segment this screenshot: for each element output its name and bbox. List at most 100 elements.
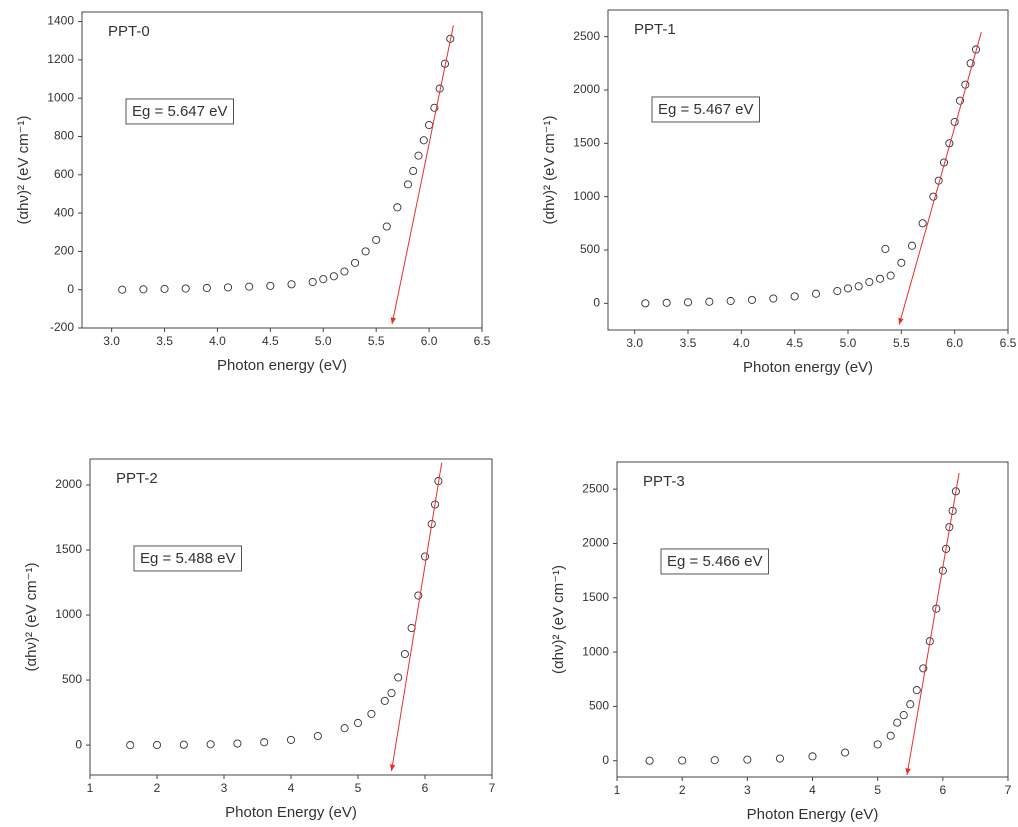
- x-axis-label: Photon Energy (eV): [225, 804, 357, 821]
- data-point: [340, 267, 349, 276]
- fit-line: [391, 462, 443, 772]
- data-point: [843, 284, 853, 293]
- y-tick-label: 2000: [55, 477, 82, 491]
- data-point: [393, 203, 402, 212]
- x-tick-label: 5: [355, 781, 362, 795]
- data-point: [942, 544, 951, 553]
- eg-annotation: Eg = 5.466 eV: [667, 553, 763, 570]
- data-point: [361, 247, 370, 256]
- data-point: [881, 244, 890, 253]
- x-tick-label: 4.0: [733, 336, 750, 350]
- y-tick-label: 1000: [55, 607, 82, 621]
- data-point: [854, 282, 863, 291]
- data-point: [841, 748, 850, 757]
- fit-line: [906, 472, 960, 775]
- x-tick-label: 3: [221, 781, 228, 795]
- data-point: [808, 752, 817, 761]
- y-tick-label: 1000: [573, 189, 600, 203]
- data-point: [645, 756, 654, 765]
- data-point: [367, 709, 376, 718]
- data-point: [769, 294, 778, 303]
- x-tick-label: 4.0: [209, 334, 226, 348]
- data-point: [206, 740, 215, 749]
- data-point: [929, 192, 938, 201]
- data-point: [951, 487, 960, 496]
- data-point: [875, 274, 885, 283]
- y-tick-label: -200: [50, 320, 74, 334]
- data-point: [710, 756, 719, 765]
- data-point: [160, 284, 169, 293]
- y-tick-label: 1200: [47, 52, 74, 66]
- x-tick-label: 6: [422, 781, 429, 795]
- y-tick-label: 2000: [573, 82, 600, 96]
- x-tick-label: 5.5: [893, 336, 910, 350]
- x-tick-label: 1: [614, 783, 621, 797]
- data-point: [372, 235, 381, 244]
- y-axis-label: (αhν)² (eV cm⁻¹): [23, 562, 40, 671]
- y-tick-label: 800: [54, 129, 74, 143]
- data-point: [907, 241, 917, 250]
- data-point: [955, 96, 965, 105]
- data-point: [382, 222, 391, 231]
- panel: 3.0 3.5 4.0 4.5 5.0 5.5 6.0 6.5 0 500 1000 1500 2000…: [541, 9, 1017, 376]
- data-point: [897, 258, 906, 267]
- x-tick-label: 2: [679, 783, 686, 797]
- y-axis-label: (αhν)² (eV cm⁻¹): [541, 115, 558, 224]
- data-point: [245, 282, 254, 291]
- data-point: [919, 664, 928, 673]
- x-axis-label: Photon energy (eV): [743, 359, 873, 376]
- y-tick-label: 400: [54, 205, 74, 219]
- data-point: [899, 711, 908, 720]
- fit-line: [391, 25, 454, 325]
- y-axis-label: (αhν)² (eV cm⁻¹): [15, 115, 32, 224]
- fit-line: [898, 32, 982, 325]
- data-point: [886, 271, 895, 280]
- x-tick-label: 6.0: [946, 336, 963, 350]
- data-point: [912, 686, 921, 695]
- x-tick-label: 4: [288, 781, 295, 795]
- data-point: [319, 275, 328, 284]
- y-tick-label: 500: [62, 672, 82, 686]
- y-tick-label: 1500: [582, 590, 609, 604]
- x-tick-label: 2: [154, 781, 161, 795]
- x-tick-label: 4.5: [262, 334, 279, 348]
- data-point: [918, 219, 927, 228]
- data-point: [223, 283, 233, 292]
- data-point: [233, 739, 242, 748]
- data-point: [420, 552, 430, 561]
- y-tick-label: 2500: [573, 29, 600, 43]
- data-point: [313, 731, 322, 741]
- data-point: [641, 299, 650, 308]
- data-point: [340, 724, 349, 733]
- y-tick-label: 0: [67, 282, 74, 296]
- data-point: [886, 731, 895, 740]
- x-tick-label: 6.5: [1000, 336, 1017, 350]
- x-tick-label: 6: [939, 783, 946, 797]
- data-point: [906, 700, 915, 709]
- data-point: [790, 292, 799, 301]
- data-point: [893, 718, 902, 727]
- data-point: [430, 103, 439, 112]
- data-point: [414, 151, 423, 160]
- annotation-box: [660, 548, 769, 575]
- x-tick-label: 5: [874, 783, 881, 797]
- data-point: [260, 738, 269, 747]
- data-point: [308, 277, 317, 287]
- data-point: [419, 136, 428, 145]
- data-point: [266, 281, 275, 290]
- plot-frame: [81, 11, 483, 329]
- data-point: [425, 120, 434, 130]
- data-point: [350, 258, 360, 267]
- data-point: [394, 673, 403, 682]
- data-point: [747, 295, 757, 304]
- annotation-box: [651, 96, 760, 123]
- data-point: [286, 735, 296, 744]
- y-tick-label: 500: [589, 699, 609, 713]
- data-point: [179, 740, 188, 749]
- data-point: [705, 297, 714, 306]
- data-point: [202, 283, 211, 293]
- data-point: [966, 59, 975, 68]
- data-point: [414, 591, 423, 600]
- data-point: [400, 650, 409, 659]
